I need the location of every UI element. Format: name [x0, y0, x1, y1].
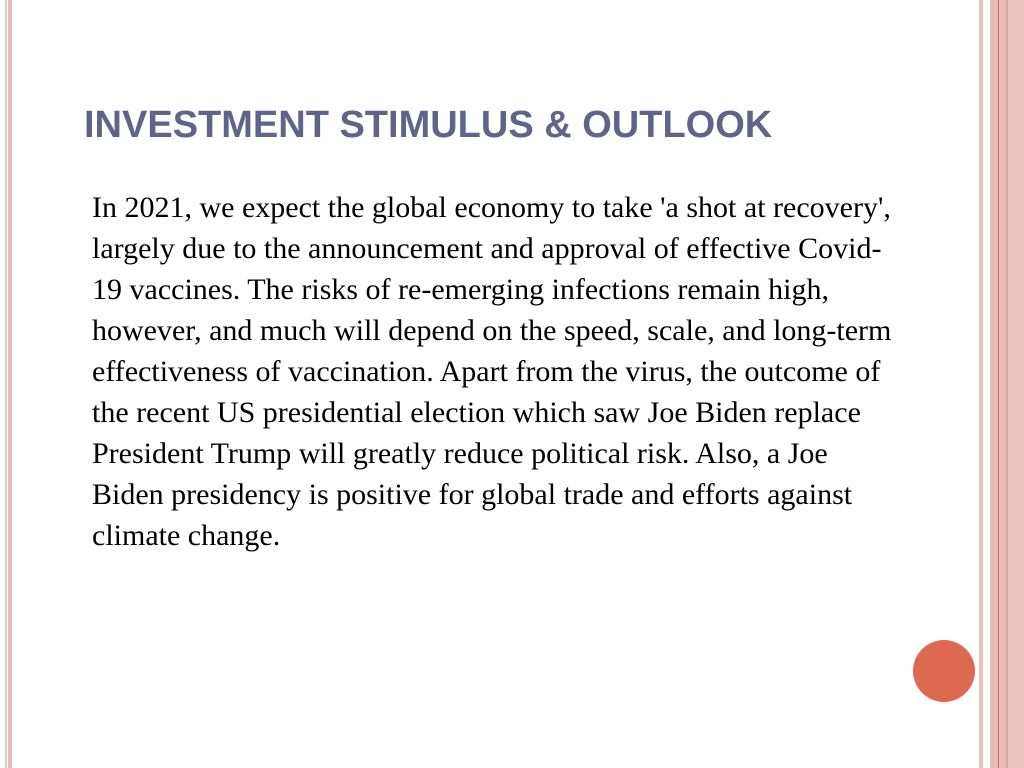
decorative-circle: [913, 640, 975, 702]
slide-body-text: In 2021, we expect the global economy to…: [92, 191, 892, 552]
slide-title: INVESTMENT STIMULUS & OUTLOOK: [84, 104, 773, 146]
